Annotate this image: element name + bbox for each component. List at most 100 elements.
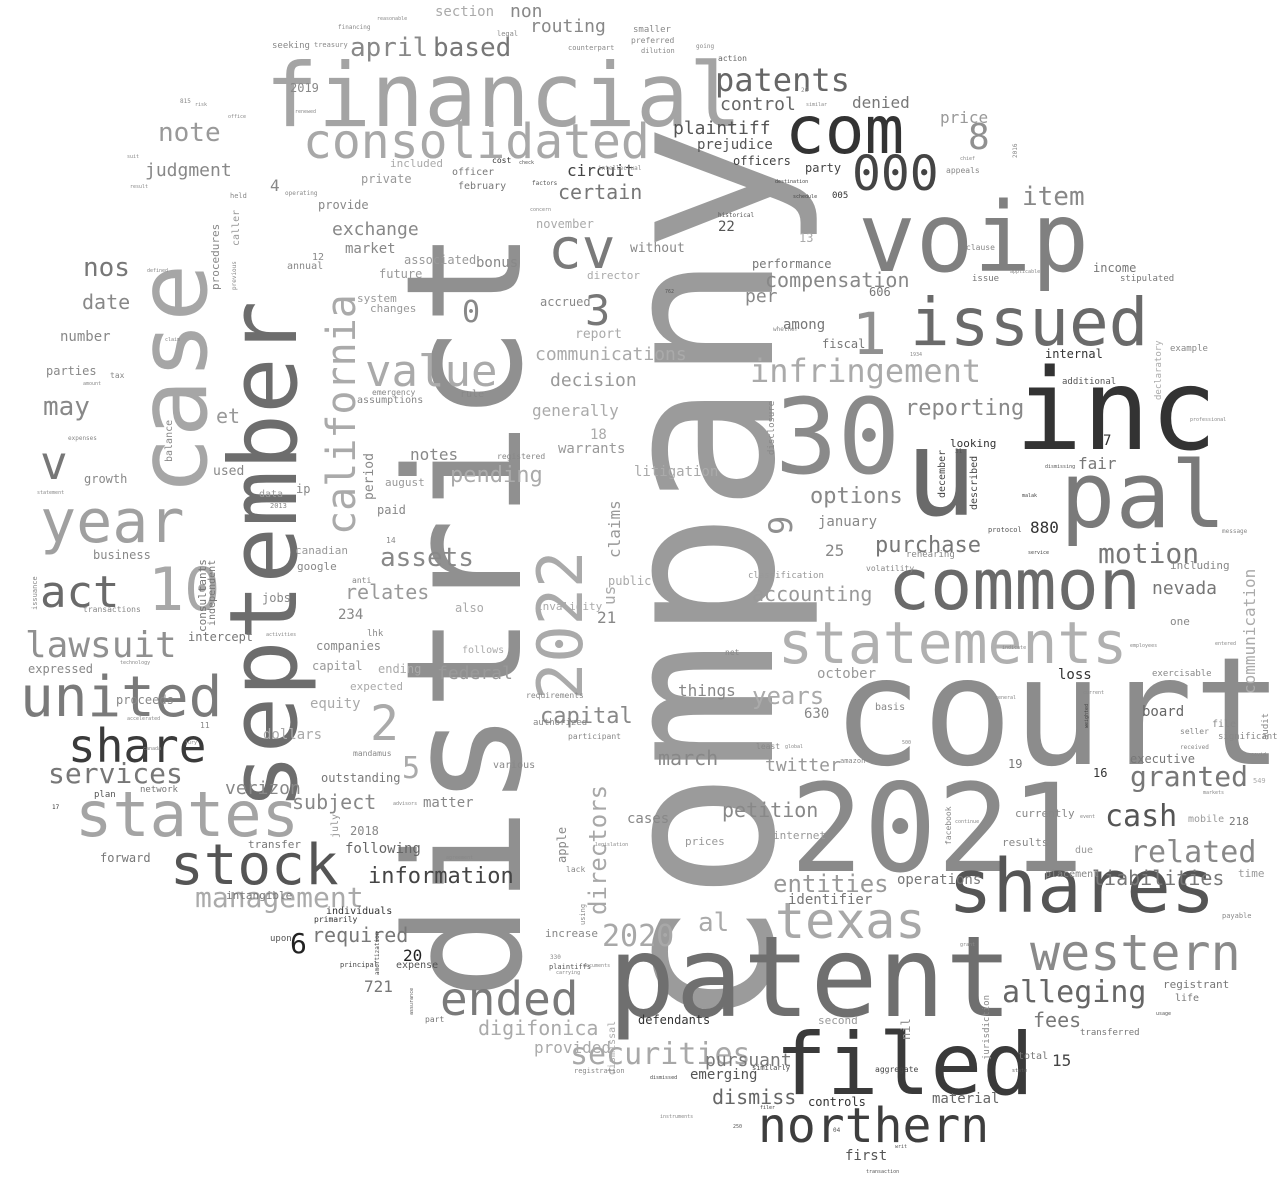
word-18: 18 [590,427,607,443]
word-placement: placement [1045,869,1100,880]
word-legislation: legislation [595,842,629,848]
word-assets: assets [380,543,474,573]
word-basis: basis [875,702,906,713]
word-6: 6 [290,927,307,960]
word-counterpart: counterpart [568,44,615,52]
word-suit: suit [127,154,140,160]
word-500: 500 [902,740,912,746]
word-005: 005 [832,191,849,201]
word-dismissed: dismissed [650,1075,678,1081]
word-accounting: accounting [752,582,873,606]
word-verizon: verizon [225,778,301,799]
word-based: based [433,33,512,63]
word-october: october [817,666,877,682]
word-patent: patent [608,913,1013,1043]
word-least: least [756,742,781,751]
word-continue: continue [955,819,980,825]
word-330: 330 [550,954,561,961]
word-tax: tax [110,371,125,380]
word-markets: markets [1203,790,1225,796]
word-caller: caller [231,209,242,246]
word-amount: amount [83,381,102,387]
word-registrant: registrant [1163,978,1230,991]
word-13: 13 [799,231,814,245]
word-disclosure: disclosure [767,400,777,455]
word-communications: communications [535,344,687,365]
word-among: among [783,317,826,333]
word-act: act [40,567,120,618]
word-consolidated: consolidated [303,114,650,170]
word-advisors: advisors [393,801,418,807]
word-event: event [1080,814,1096,820]
word-volatility: volatility [866,564,915,573]
word-price: price [940,108,989,127]
word-received: received [1180,744,1209,751]
word-august: august [385,476,425,489]
word-warrants: warrants [558,441,626,457]
word-registered: registered [497,452,546,461]
word-nil: nil [899,1018,913,1040]
word-alleging: alleging [1002,975,1147,1010]
word-per: per [745,286,778,307]
word-2022: 2022 [524,550,597,700]
word-market: market [345,241,396,257]
word-emerging: emerging [690,1067,758,1083]
word-party: party [805,161,842,175]
word-total: total [1018,1051,1049,1062]
word-similarly: similarly [752,1064,790,1072]
word-grant: grant [960,942,976,948]
word-general: general [995,695,1017,701]
word-250: 250 [733,1124,743,1130]
word-transaction: transaction [866,1169,900,1175]
word-follows: follows [462,645,505,656]
word-participant: participant [568,732,621,741]
word-fiscal: fiscal [822,337,866,351]
word-documents: documents [583,963,611,969]
word-dismissing: dismissing [1045,464,1076,470]
word-google: google [297,560,337,573]
word-intercept: intercept [188,630,254,644]
word-annual: annual [287,261,324,272]
word-et: et [216,404,241,428]
word-intangible: intangible [226,889,293,902]
word-preferred: preferred [631,36,675,45]
word-jury: jury [185,740,198,746]
word-usage: usage [1156,1011,1172,1017]
word-non: non [510,1,543,22]
word-seeking: seeking [272,41,310,51]
word-performance: performance [752,257,832,271]
word-mandamus: mandamus [353,749,392,758]
word-2020: 2020 [602,919,675,954]
word-growth: growth [84,472,128,486]
word-public: public [608,574,652,588]
word-equity: equity [310,696,361,712]
word-appeals: appeals [946,166,980,175]
word-business: business [93,548,151,562]
word-transferred: transferred [1080,1028,1140,1038]
word-first: first [845,1148,888,1164]
word-expressed: expressed [28,662,94,676]
word-entities: entities [773,870,889,898]
word-used: used [213,464,245,479]
word-results: results [1002,836,1049,849]
word-including: including [1170,559,1230,572]
word-amazon: amazon [840,757,866,765]
word-motion: motion [1098,537,1200,570]
word-destination: destination [775,179,809,185]
word-schedule: schedule [793,194,818,200]
word-filer: filer [760,1105,776,1111]
word-following: following [345,841,421,857]
word-additional: additional [1062,377,1117,387]
word-anti: anti [352,576,372,585]
word-financial: financial [265,44,742,147]
word-going: going [696,43,715,50]
word-jobs: jobs [262,591,291,605]
word-lawsuit: lawsuit [25,625,177,666]
word-721: 721 [364,977,393,996]
word-chief: chief [960,156,976,162]
word-routing: routing [530,16,606,37]
word-executive: executive [1130,752,1196,766]
word-filed: filed [775,1015,1034,1115]
word-options: options [810,484,903,509]
word-time: time [1238,867,1265,880]
